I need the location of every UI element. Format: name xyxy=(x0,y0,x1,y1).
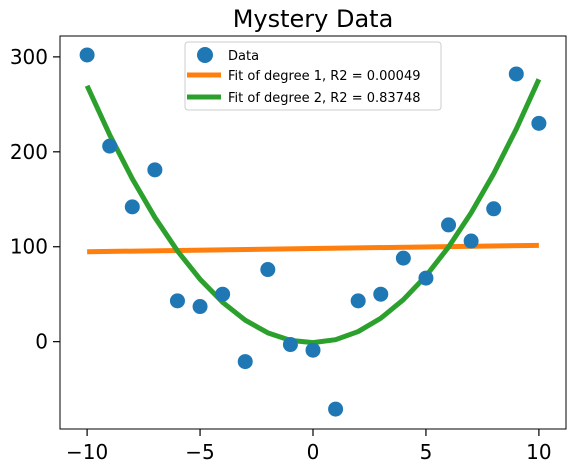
legend: Data Fit of degree 1, R2 = 0.00049 Fit o… xyxy=(184,41,442,111)
data-point xyxy=(305,342,321,358)
legend-label-fit-degree-2: Fit of degree 2, R2 = 0.83748 xyxy=(228,91,420,106)
legend-box xyxy=(184,41,442,111)
data-point xyxy=(328,401,344,417)
data-point xyxy=(260,262,276,278)
plot-area xyxy=(79,47,547,417)
legend-label-data: Data xyxy=(228,49,259,64)
data-point xyxy=(350,293,366,309)
x-tick-label: −10 xyxy=(66,440,108,464)
data-point xyxy=(215,286,231,302)
y-tick-label: 0 xyxy=(35,330,48,354)
data-point xyxy=(463,233,479,249)
x-tick-label: −5 xyxy=(185,440,214,464)
fit-line-degree-2 xyxy=(84,78,542,346)
data-point xyxy=(237,354,253,370)
data-point xyxy=(282,337,298,353)
legend-marker-data xyxy=(197,47,213,63)
data-point xyxy=(192,299,208,315)
data-point xyxy=(531,115,547,131)
y-tick-label: 300 xyxy=(10,45,48,69)
data-point xyxy=(486,201,502,217)
x-tick-label: 10 xyxy=(526,440,551,464)
x-tick-label: 0 xyxy=(307,440,320,464)
data-point xyxy=(373,286,389,302)
data-point xyxy=(508,66,524,82)
data-point xyxy=(79,47,95,63)
legend-label-fit-degree-1: Fit of degree 1, R2 = 0.00049 xyxy=(228,69,420,84)
data-point xyxy=(124,199,140,215)
data-point xyxy=(147,162,163,178)
x-tick-label: 5 xyxy=(420,440,433,464)
data-point xyxy=(441,217,457,233)
data-point xyxy=(102,138,118,154)
data-point xyxy=(395,250,411,266)
y-tick-label: 200 xyxy=(10,140,48,164)
data-point xyxy=(418,270,434,286)
y-tick-label: 100 xyxy=(10,235,48,259)
data-point xyxy=(169,293,185,309)
fit-line-degree-1 xyxy=(87,242,539,255)
chart-title: Mystery Data xyxy=(233,5,394,33)
